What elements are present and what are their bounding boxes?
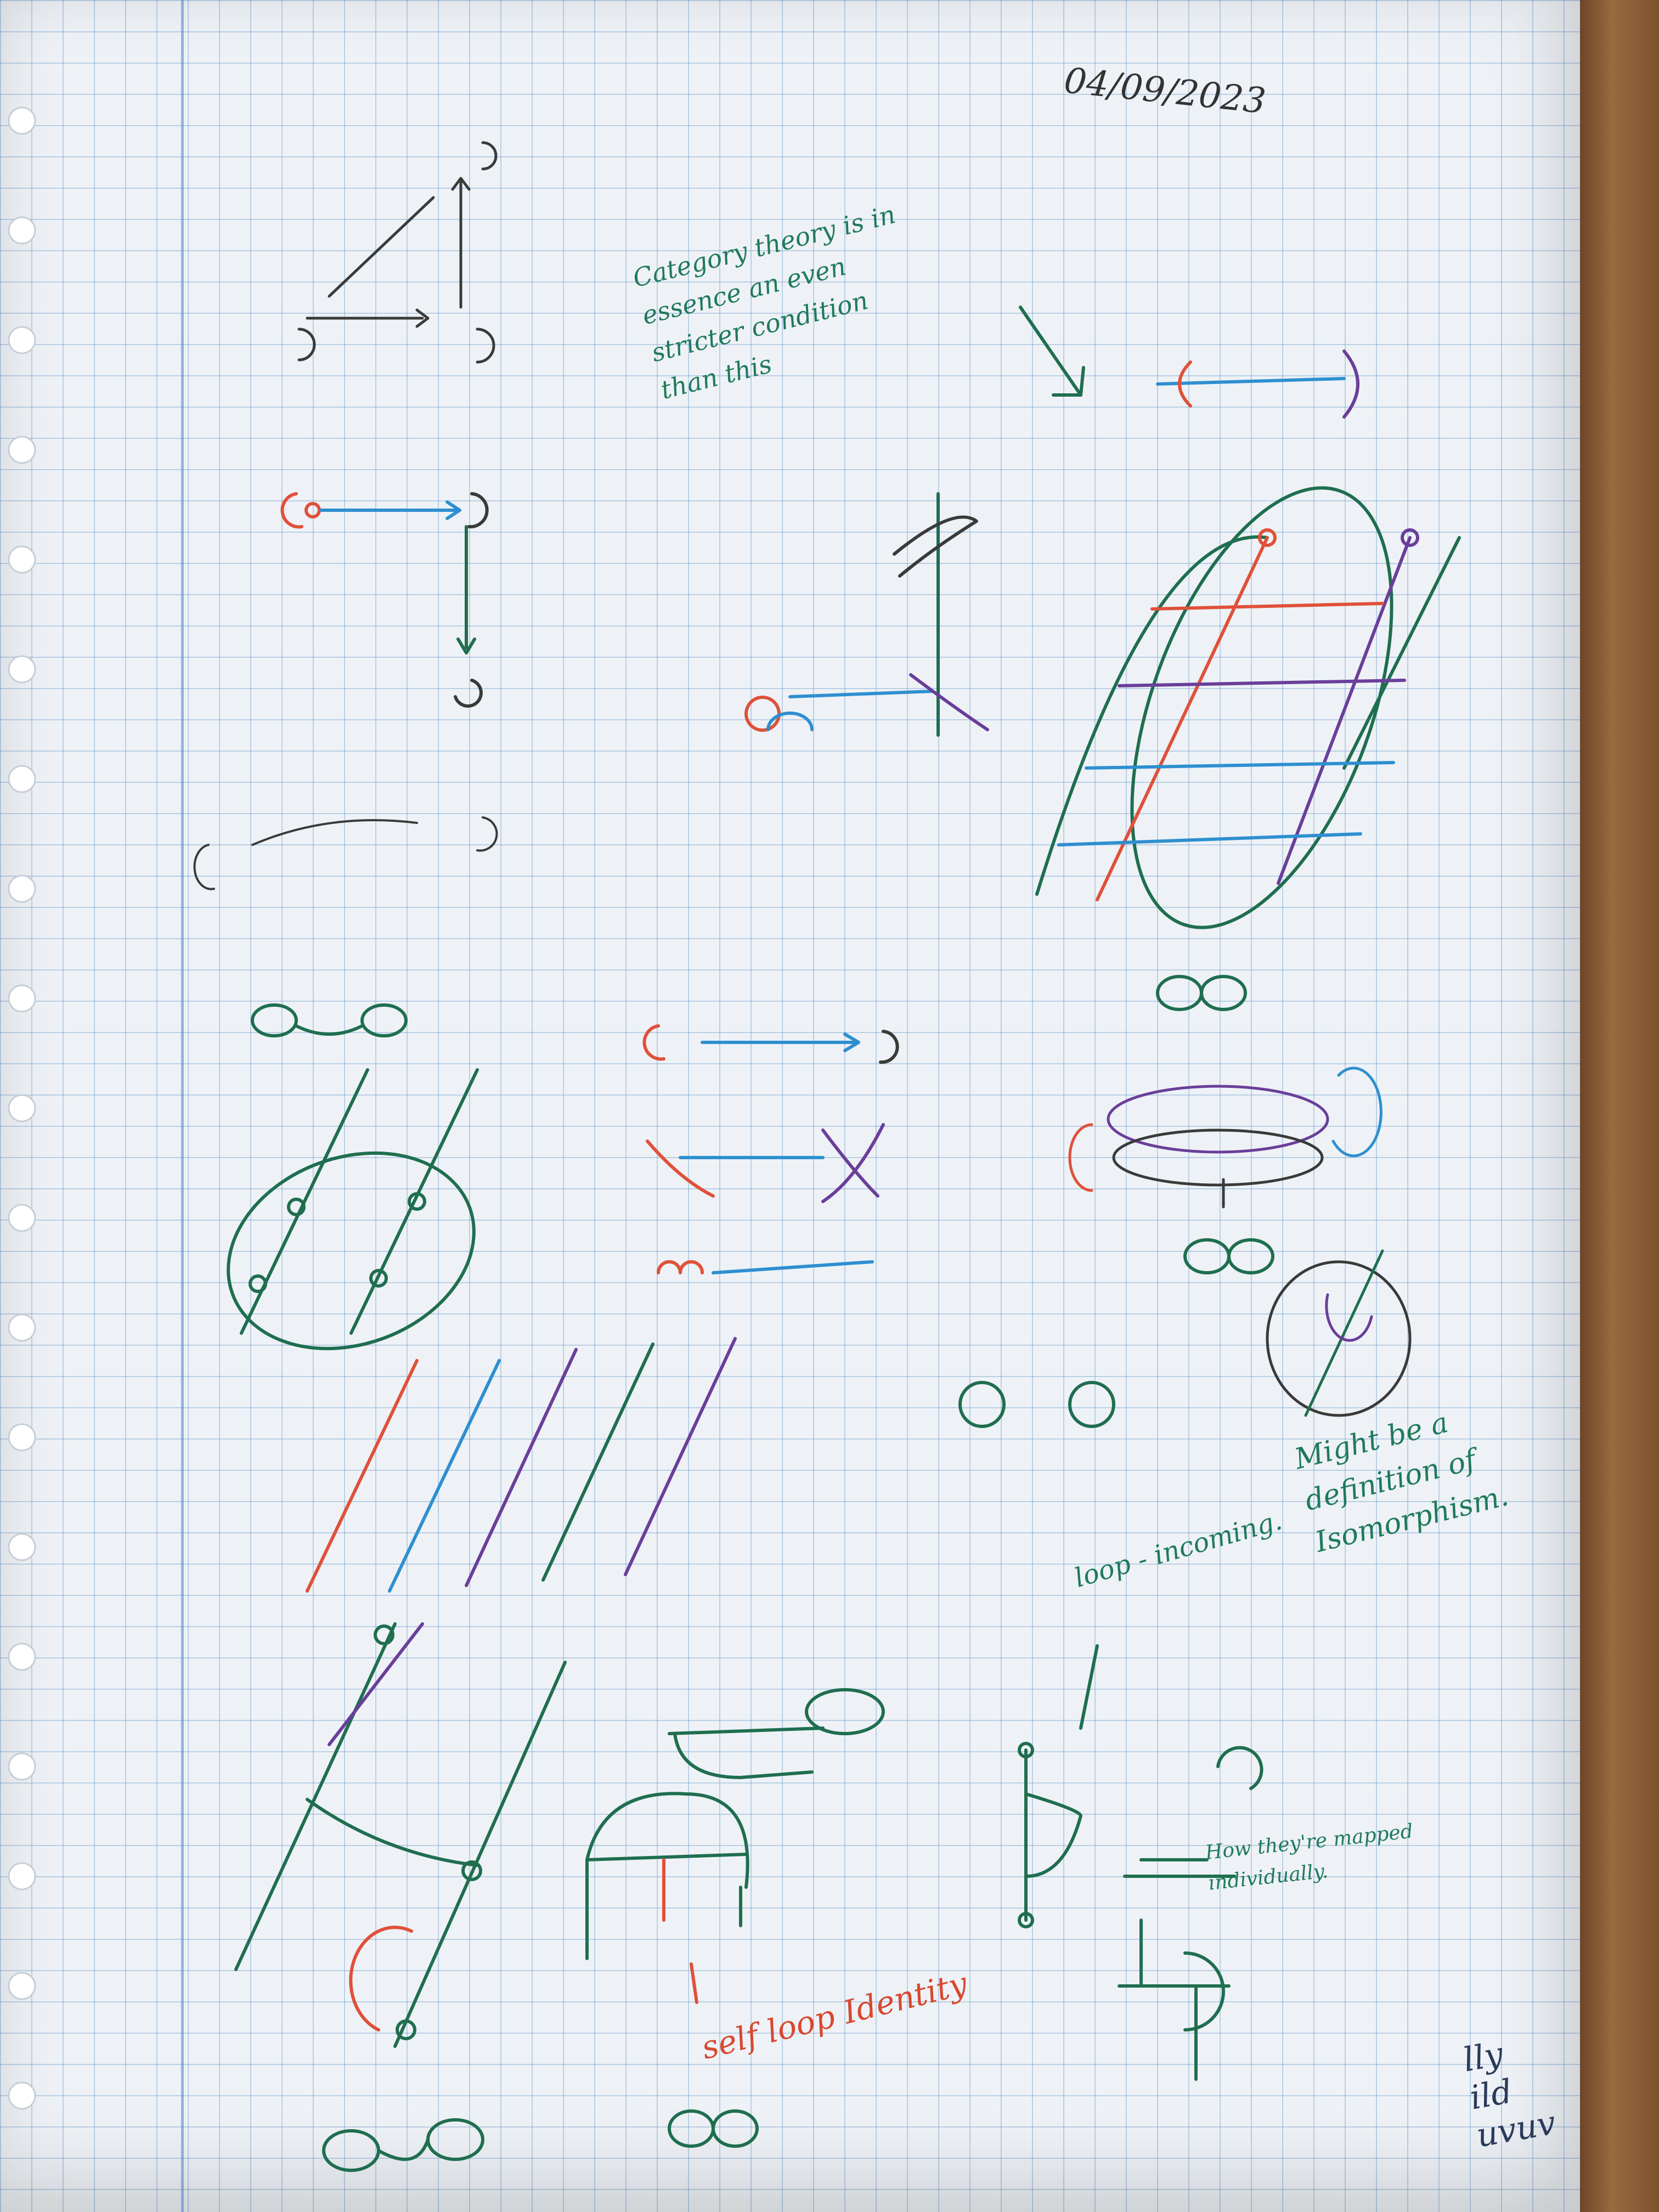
bow-diagram — [1019, 306, 1359, 419]
binding-holes — [8, 106, 36, 2110]
triangle-diagram — [297, 141, 498, 364]
ladder-grid-right — [1035, 486, 1461, 929]
vertical-axis-diagram — [744, 492, 989, 737]
wooden-table-edge — [1580, 0, 1659, 2212]
corner-arrows — [280, 492, 489, 708]
arc-pair — [193, 816, 498, 890]
green-ladder-bottom — [234, 1622, 567, 2048]
center-arrows — [642, 1024, 899, 1274]
green-ladder-left — [227, 1068, 479, 1351]
identity-diagrams — [1018, 1644, 1236, 2081]
double-loops — [251, 975, 1274, 2172]
bracket-diagrams — [585, 1688, 885, 2004]
parallel-lines — [306, 1337, 737, 1593]
margin-line — [181, 0, 184, 2212]
tangled-loops — [1068, 1066, 1412, 1417]
